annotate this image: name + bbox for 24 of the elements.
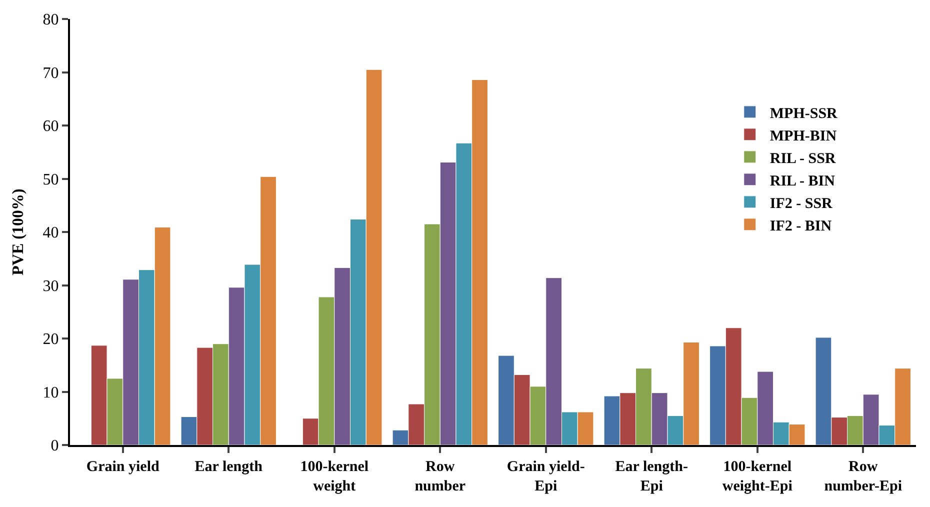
y-tick-label: 60 xyxy=(42,118,59,136)
y-axis-title: PVE (100%) xyxy=(10,188,28,276)
y-tick-label: 30 xyxy=(42,278,59,295)
x-tick-label: Grain yield xyxy=(86,459,160,475)
y-tick-label: 20 xyxy=(42,331,59,348)
y-tick-label: 80 xyxy=(42,12,59,29)
y-tick-label: 10 xyxy=(42,384,59,402)
x-tick-label: Grain yield- Epi xyxy=(506,459,585,494)
x-tick-label: Ear length- Epi xyxy=(615,459,688,494)
legend-label: RIL - SSR xyxy=(770,150,836,167)
y-tick-label: 70 xyxy=(42,64,59,82)
legend-label: IF2 - BIN xyxy=(770,218,832,234)
x-tick-label: Row number xyxy=(414,459,466,494)
legend-label: RIL - BIN xyxy=(770,173,836,190)
y-tick-label: 0 xyxy=(50,438,59,455)
y-tick-label: 40 xyxy=(42,224,59,242)
legend-label: IF2 - SSR xyxy=(770,196,833,212)
x-tick-label: Row number-Epi xyxy=(824,459,902,494)
legend-label: MPH-BIN xyxy=(770,128,837,144)
x-tick-label: Ear length xyxy=(194,459,264,475)
y-tick-label: 50 xyxy=(42,171,59,188)
legend-label: MPH-SSR xyxy=(770,106,838,122)
x-tick-label: 100-kernel weight xyxy=(300,459,369,494)
x-tick-label: 100-kernel weight-Epi xyxy=(722,459,792,494)
